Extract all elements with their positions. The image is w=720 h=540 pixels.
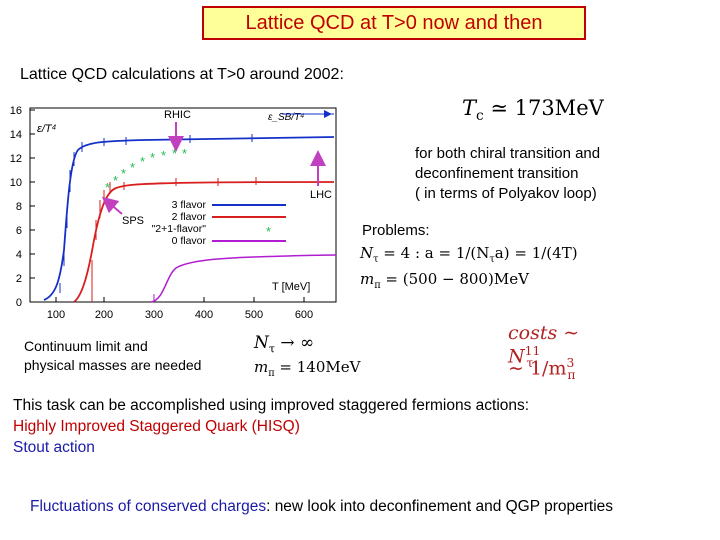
- two-plus-one-flavor-points: * * * * * * * * *: [105, 146, 187, 195]
- fluctuations-highlight: Fluctuations of conserved charges: [30, 498, 267, 515]
- x-tick-label: 600: [295, 309, 313, 320]
- task-statement: This task can be accomplished using impr…: [13, 397, 530, 414]
- y-tick-label: 8: [16, 201, 22, 213]
- svg-text:*: *: [182, 146, 187, 161]
- subtitle: Lattice QCD calculations at T>0 around 2…: [20, 66, 344, 83]
- y-tick-label: 0: [16, 297, 22, 309]
- energy-density-plot: 0 2 4 6 8 10 12 14 16 100 200 300 400 50…: [10, 105, 337, 320]
- y-tick-label: 10: [10, 177, 22, 189]
- rhic-label: RHIC: [164, 109, 191, 121]
- svg-text:*: *: [130, 160, 135, 175]
- desc-line: deconfinement transition: [415, 165, 579, 182]
- zero-flavor-curve: [150, 254, 337, 303]
- legend-label: 0 flavor: [172, 235, 207, 247]
- svg-text:*: *: [172, 146, 177, 161]
- svg-text:*: *: [113, 173, 118, 188]
- legend-label: "2+1-flavor": [152, 223, 207, 235]
- physical-pion-mass-formula: mπ = 140MeV: [254, 358, 361, 379]
- svg-text:*: *: [266, 224, 271, 239]
- plot-legend: 3 flavor 2 flavor "2+1-flavor" * 0 flavo…: [152, 199, 286, 247]
- svg-text:*: *: [150, 150, 155, 165]
- three-flavor-curve: [43, 136, 335, 301]
- two-flavor-curve: [73, 181, 335, 303]
- y-tick-label: 16: [10, 105, 22, 117]
- svg-text:*: *: [161, 148, 166, 163]
- lhc-label: LHC: [310, 189, 332, 201]
- fluctuations-statement: Fluctuations of conserved charges: new l…: [30, 498, 613, 516]
- cost-scaling-ntau: costs ∼ N11τ: [508, 322, 580, 371]
- continuum-line: physical masses are needed: [24, 357, 202, 373]
- sb-limit-label: ε_SB/T⁴: [268, 112, 305, 123]
- svg-text:*: *: [121, 166, 126, 181]
- x-tick-label: 500: [245, 309, 263, 320]
- legend-label: 2 flavor: [172, 211, 207, 223]
- x-axis-label: T [MeV]: [272, 281, 310, 293]
- two-flavor-errors: [95, 177, 257, 240]
- y-tick-label: 6: [16, 225, 22, 237]
- fluctuations-rest: : new look into deconfinement and QGP pr…: [266, 498, 614, 515]
- problems-heading: Problems:: [362, 222, 430, 239]
- hisq-action: Highly Improved Staggered Quark (HISQ): [13, 418, 300, 435]
- y-axis-label: ε/T⁴: [37, 123, 57, 135]
- critical-temperature: Tc ≃ 173MeV: [462, 96, 604, 125]
- pion-mass-range-formula: mπ = (500 − 800)MeV: [360, 270, 529, 291]
- continuum-note: Continuum limit and physical masses are …: [24, 337, 201, 375]
- x-tick-label: 200: [95, 309, 113, 320]
- y-tick-label: 14: [10, 129, 22, 141]
- desc-line: ( in terms of Polyakov loop): [415, 185, 597, 202]
- plot-frame: [29, 107, 337, 303]
- svg-text:*: *: [140, 154, 145, 169]
- continuum-limit-formula: Nτ → ∞: [254, 333, 315, 356]
- y-tick-label: 2: [16, 273, 22, 285]
- x-axis: 100 200 300 400 500 600: [47, 297, 313, 320]
- cost-scaling-mpi: ∼ 1/m3π: [508, 356, 576, 383]
- transition-description: for both chiral transition and deconfine…: [415, 144, 600, 204]
- y-tick-label: 4: [16, 249, 22, 261]
- three-flavor-errors: [59, 134, 253, 293]
- slide-title: Lattice QCD at T>0 now and then: [202, 6, 586, 40]
- desc-line: for both chiral transition and: [415, 145, 601, 162]
- continuum-line: Continuum limit and: [24, 338, 148, 354]
- legend-label: 3 flavor: [172, 199, 207, 211]
- sps-label: SPS: [122, 215, 144, 227]
- lattice-spacing-formula: Nτ = 4 : a = 1/(Nτa) = 1/(4T): [360, 244, 578, 265]
- stout-action: Stout action: [13, 439, 95, 456]
- x-tick-label: 300: [145, 309, 163, 320]
- sps-arrow: [101, 196, 123, 215]
- y-axis: 0 2 4 6 8 10 12 14 16: [10, 105, 35, 309]
- y-tick-label: 12: [10, 153, 22, 165]
- svg-text:*: *: [105, 180, 110, 195]
- x-tick-label: 400: [195, 309, 213, 320]
- x-tick-label: 100: [47, 309, 65, 320]
